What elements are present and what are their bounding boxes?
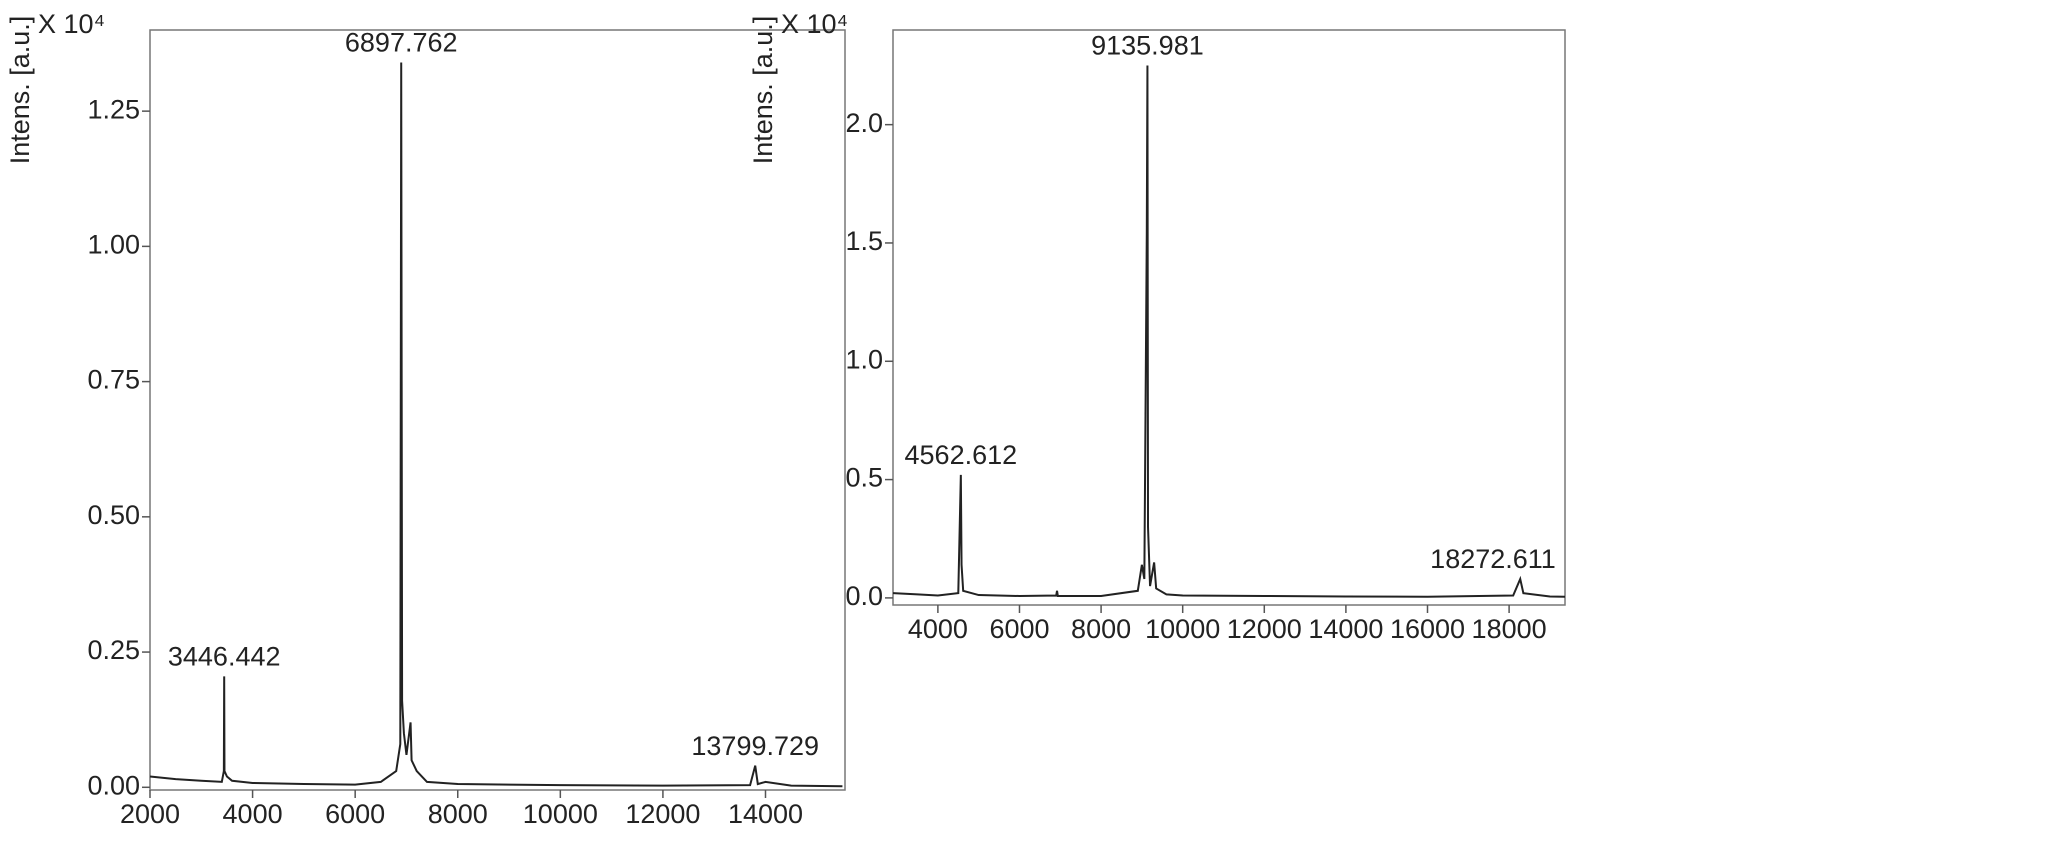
- x-tick-label: 14000: [728, 799, 803, 829]
- y-tick-label: 0.00: [87, 770, 140, 800]
- x-tick-label: 2000: [120, 799, 180, 829]
- x-tick-label: 4000: [223, 799, 283, 829]
- y-axis-label: Intens. [a.u.]: [748, 16, 778, 165]
- y-tick-label: 0.50: [87, 500, 140, 530]
- peak-label: 9135.981: [1091, 31, 1204, 61]
- y-tick-label: 2.0: [845, 108, 883, 138]
- x-tick-label: 8000: [1071, 614, 1131, 644]
- y-multiplier: X 10⁴: [781, 9, 848, 39]
- x-tick-label: 12000: [1227, 614, 1302, 644]
- peak-label: 3446.442: [168, 642, 281, 672]
- y-tick-label: 0.5: [845, 463, 883, 493]
- x-tick-label: 14000: [1308, 614, 1383, 644]
- x-tick-label: 8000: [428, 799, 488, 829]
- y-tick-label: 0.0: [845, 581, 883, 611]
- y-tick-label: 1.0: [845, 344, 883, 374]
- spectrum-line: [149, 62, 843, 788]
- peak-label: 4562.612: [905, 440, 1018, 470]
- y-tick-label: 0.25: [87, 635, 140, 665]
- x-tick-label: 10000: [523, 799, 598, 829]
- peak-label: 6897.762: [345, 28, 458, 58]
- plot-frame: [892, 29, 1566, 606]
- x-tick-label: 18000: [1472, 614, 1547, 644]
- y-multiplier: X 10⁴: [38, 9, 105, 39]
- x-tick-label: 4000: [908, 614, 968, 644]
- y-tick-label: 1.5: [845, 226, 883, 256]
- peak-label: 18272.611: [1430, 544, 1556, 574]
- y-axis-label: Intens. [a.u.]: [5, 16, 35, 165]
- spectrum-line: [892, 65, 1566, 598]
- y-tick-label: 1.00: [87, 229, 140, 259]
- y-tick-label: 1.25: [87, 94, 140, 124]
- peak-label: 13799.729: [691, 731, 819, 761]
- x-tick-label: 6000: [989, 614, 1049, 644]
- y-tick-label: 0.75: [87, 365, 140, 395]
- x-tick-label: 10000: [1145, 614, 1220, 644]
- x-tick-label: 12000: [625, 799, 700, 829]
- plot-frame: [149, 29, 846, 791]
- x-tick-label: 6000: [325, 799, 385, 829]
- x-tick-label: 16000: [1390, 614, 1465, 644]
